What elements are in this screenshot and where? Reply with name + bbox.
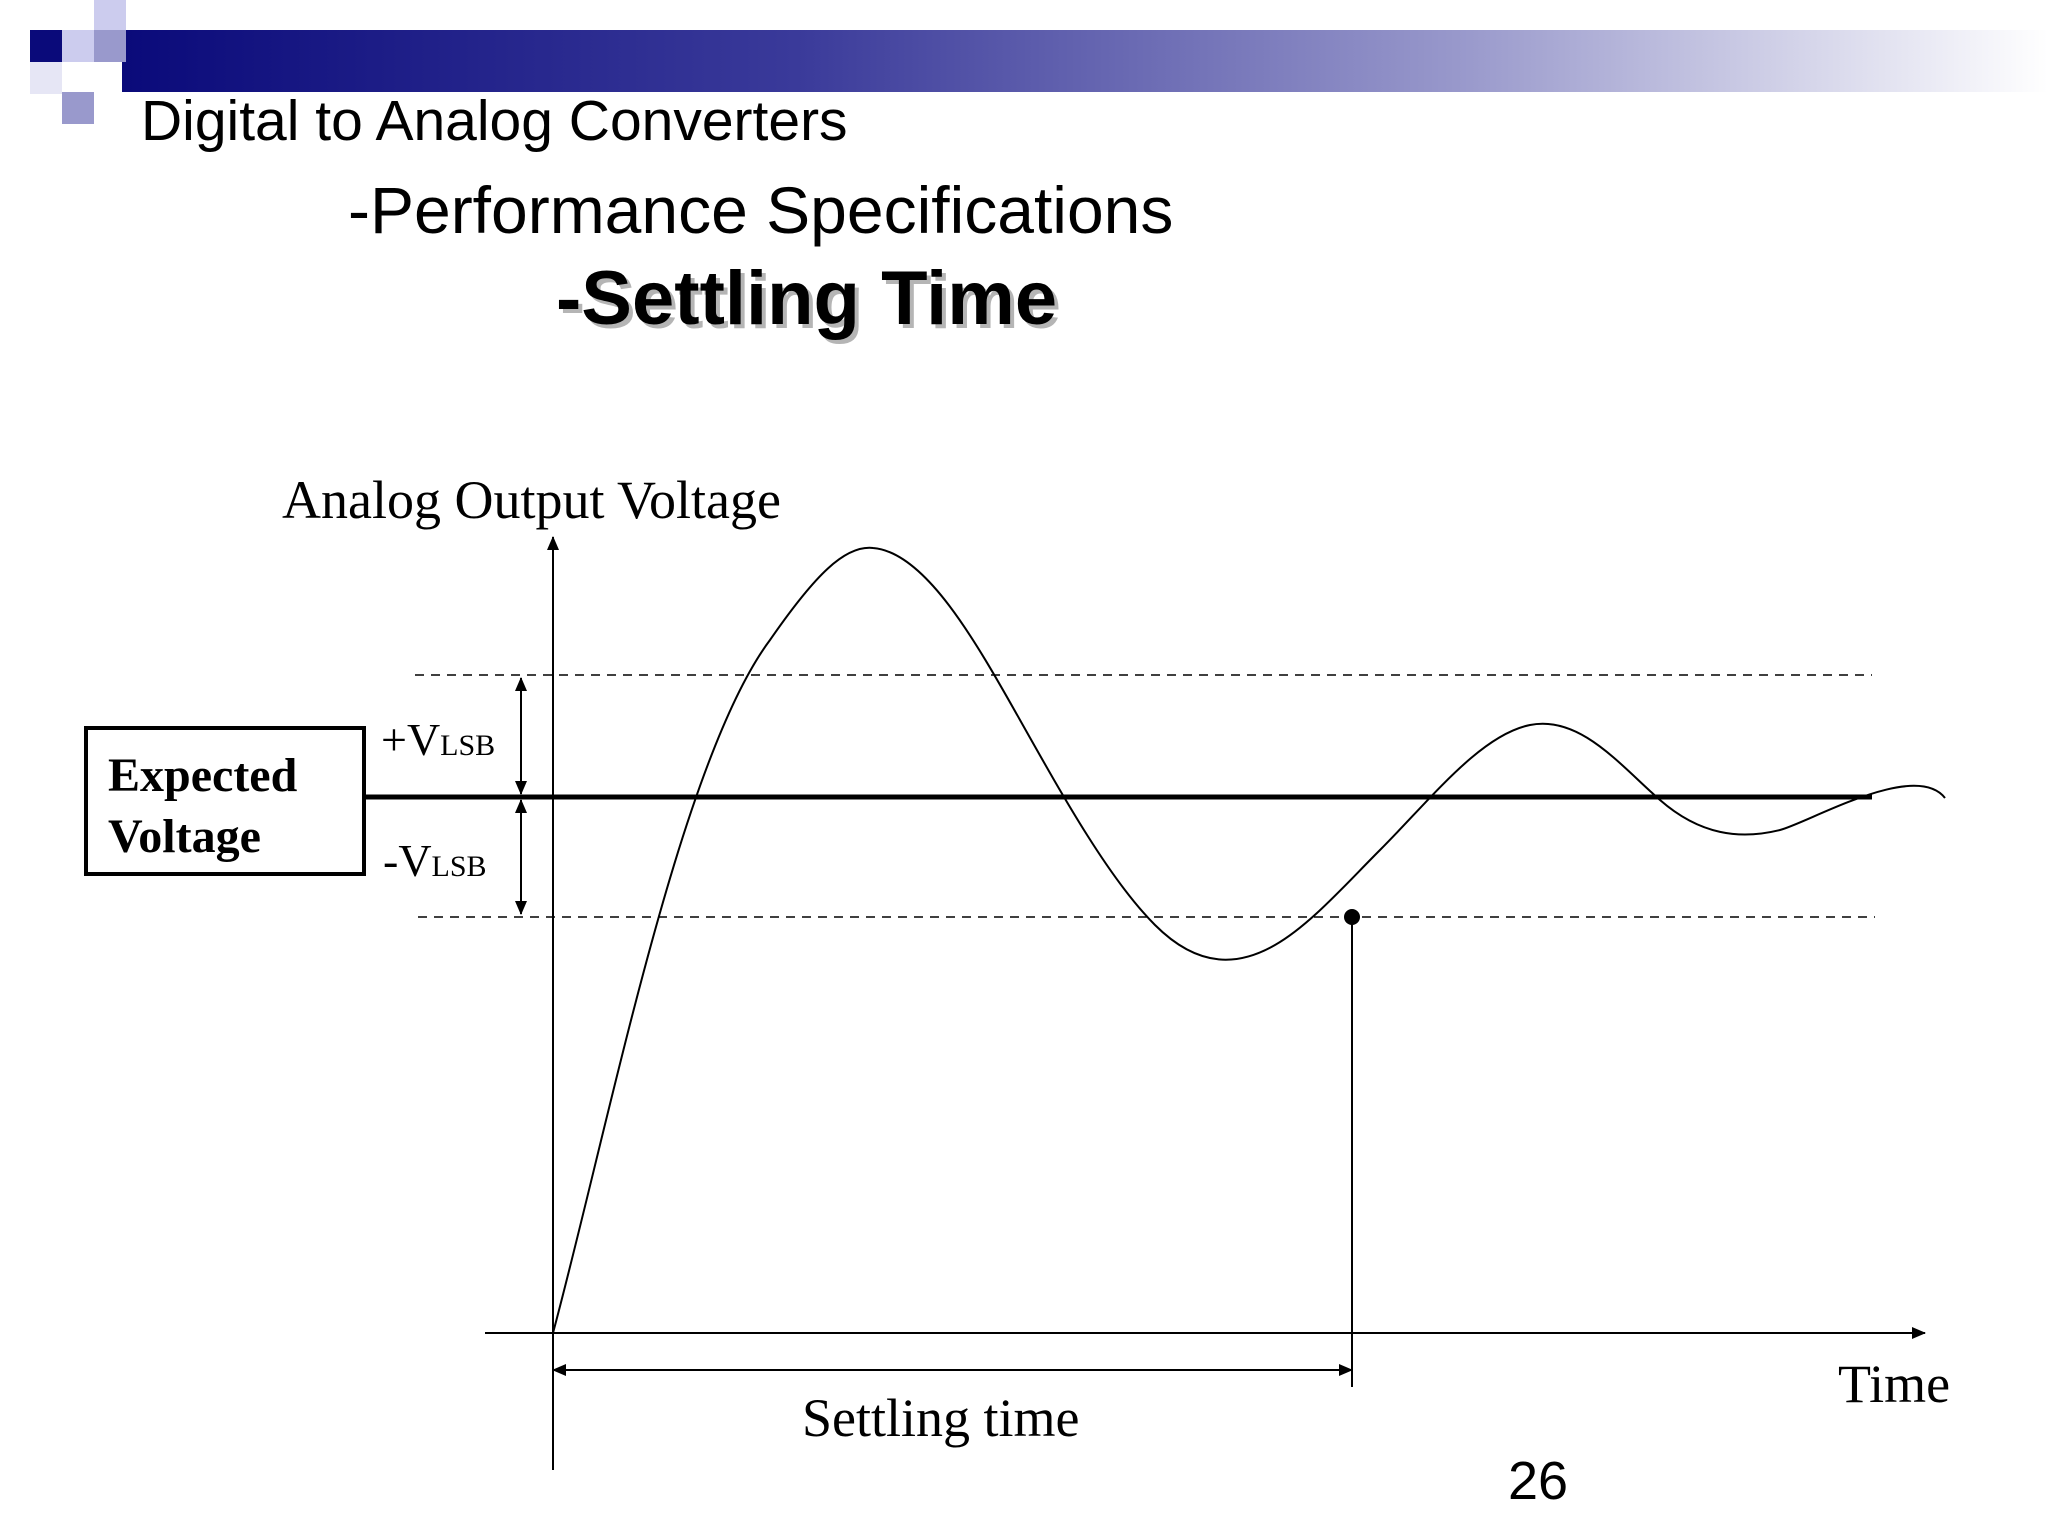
expected-voltage-box xyxy=(84,726,366,876)
upper-band-prefix: +V xyxy=(381,714,440,765)
banner-square-accent xyxy=(94,30,126,62)
upper-band-label: +VLSB xyxy=(381,714,495,765)
response-curve xyxy=(552,546,1946,1334)
slide-heading: -Settling Time xyxy=(556,256,1058,341)
expected-voltage-label-line2: Voltage xyxy=(108,810,261,863)
slide-subtitle: -Performance Specifications xyxy=(348,173,1174,247)
banner-gradient-bar xyxy=(122,30,2048,92)
page-number: 26 xyxy=(1508,1451,1569,1511)
x-axis-label: Time xyxy=(1838,1354,1950,1414)
y-axis-label: Analog Output Voltage xyxy=(282,470,781,530)
lower-band-subscript: LSB xyxy=(432,850,487,883)
banner-square-faint xyxy=(30,62,62,94)
banner-square-light xyxy=(94,0,126,32)
header-banner xyxy=(30,0,2048,124)
banner-square-low xyxy=(62,92,94,124)
expected-voltage-label-line1: Expected xyxy=(108,749,298,802)
banner-square-dark xyxy=(30,30,62,62)
settling-time-label: Settling time xyxy=(802,1388,1080,1448)
lower-band-label: -VLSB xyxy=(383,835,487,886)
banner-square-mid xyxy=(62,30,94,62)
slide-title: Digital to Analog Converters xyxy=(141,89,848,153)
upper-band-subscript: LSB xyxy=(440,729,495,762)
lower-band-prefix: -V xyxy=(383,835,432,886)
